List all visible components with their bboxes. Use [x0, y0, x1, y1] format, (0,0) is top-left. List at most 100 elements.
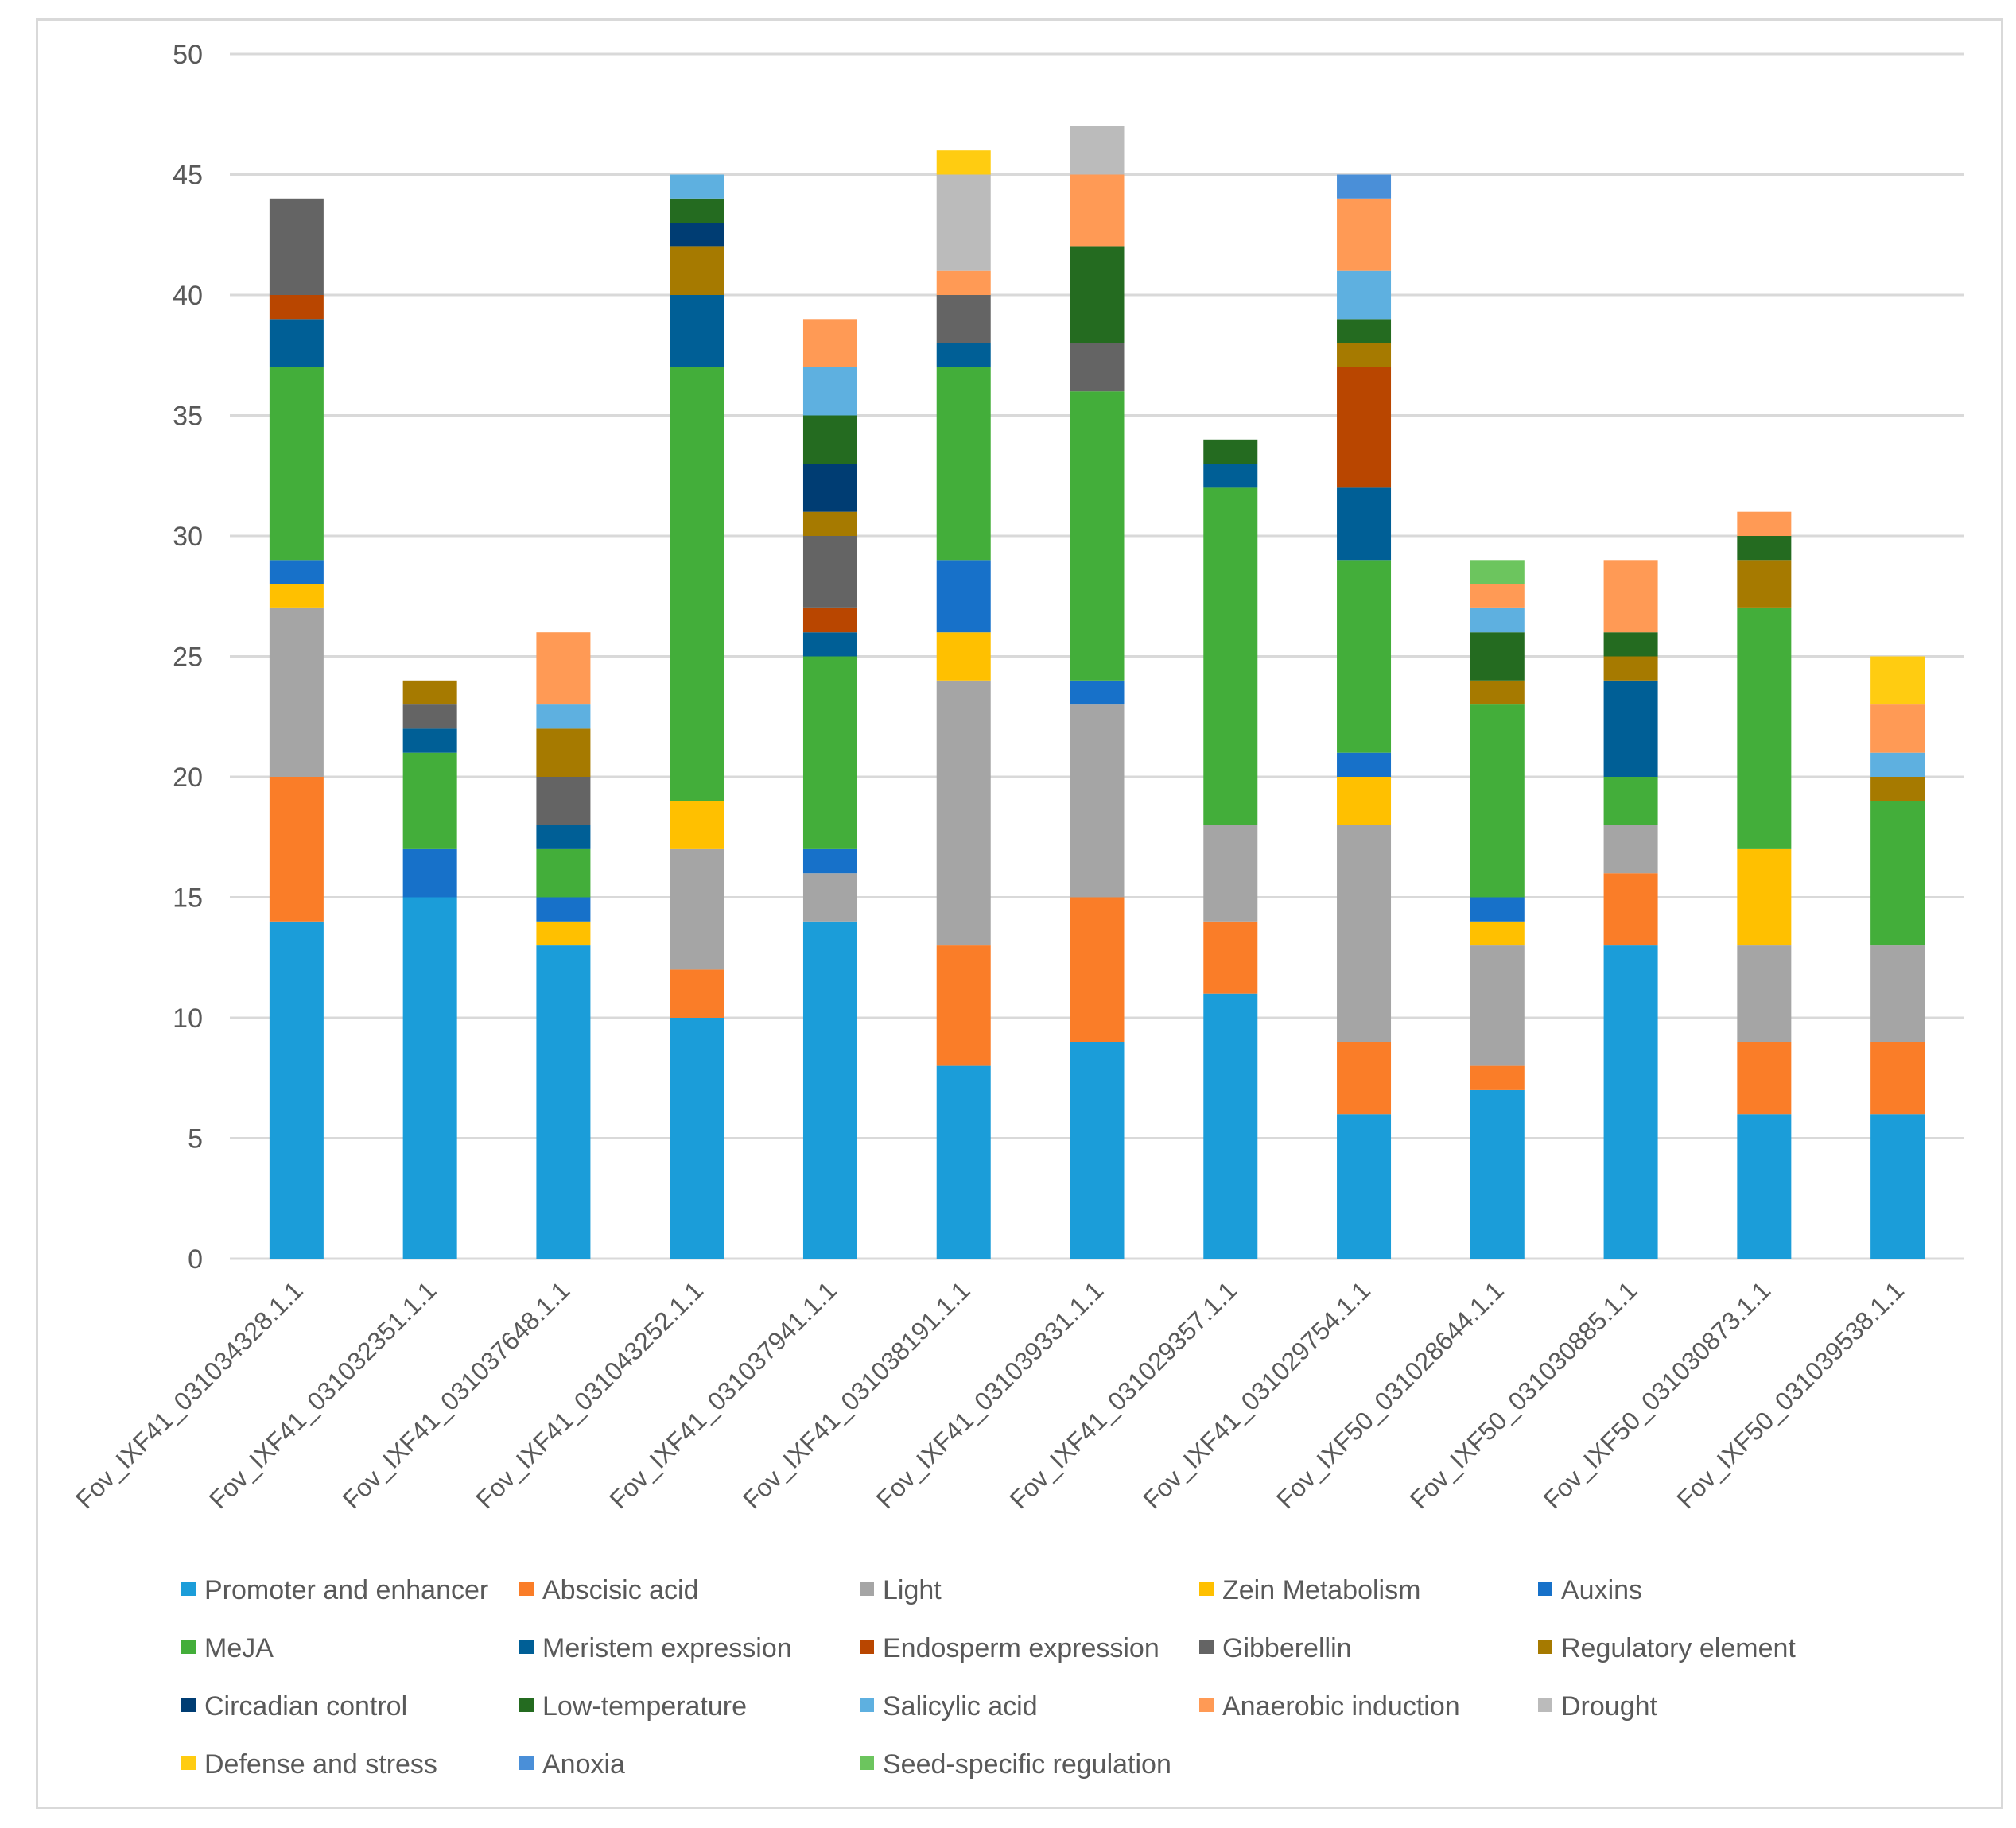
legend-item: Light: [860, 1575, 942, 1605]
bar-segment: [802, 607, 857, 633]
bar-segment: [1603, 945, 1658, 1259]
legend-label: Zein Metabolism: [1222, 1575, 1420, 1605]
bar-segment: [1470, 584, 1525, 608]
y-tick-label: 10: [173, 1003, 203, 1034]
bar-segment: [1203, 921, 1258, 994]
bar-segment: [536, 632, 591, 705]
bar-segment: [1337, 560, 1392, 753]
x-tick-label: Fov_IXF50_031039538.1.1: [1671, 1275, 1909, 1514]
bar-segment: [1737, 536, 1792, 561]
bar-segment: [269, 560, 324, 584]
x-tick-label: Fov_IXF41_031029754.1.1: [1137, 1275, 1376, 1514]
legend-swatch: [1538, 1582, 1552, 1596]
bar-segment: [1070, 704, 1125, 898]
legend-swatch: [519, 1582, 534, 1596]
y-tick-label: 25: [173, 642, 203, 673]
x-tick-label: Fov_IXF41_031043252.1.1: [470, 1275, 709, 1514]
legend-item: Abscisic acid: [519, 1575, 699, 1605]
bar-segment: [269, 584, 324, 608]
bar-segment: [1603, 680, 1658, 777]
bar-segment: [1603, 656, 1658, 681]
bar-segment: [1470, 921, 1525, 946]
legend-item: Circadian control: [181, 1691, 407, 1721]
bar-segment: [402, 752, 457, 849]
bar-segment: [269, 777, 324, 922]
bar-segment: [269, 367, 324, 561]
bar-stack: [1870, 656, 1925, 1259]
bar-segment: [1470, 1065, 1525, 1090]
bar-stack: [1603, 560, 1658, 1259]
bar-segment: [802, 873, 857, 922]
bar-segment: [936, 367, 991, 561]
bar-segment: [670, 969, 724, 1018]
legend-swatch: [860, 1756, 874, 1770]
legend-swatch: [860, 1582, 874, 1596]
bar-segment: [269, 198, 324, 295]
bar-segment: [670, 801, 724, 849]
bar-segment: [936, 343, 991, 367]
bar-segment: [402, 704, 457, 729]
x-tick-label: Fov_IXF50_031028644.1.1: [1271, 1275, 1509, 1514]
legend-label: MeJA: [204, 1633, 274, 1663]
legend-swatch: [1199, 1698, 1214, 1712]
bar-stack: [802, 319, 857, 1259]
bar-segment: [936, 945, 991, 1066]
legend-item: Seed-specific regulation: [860, 1749, 1171, 1779]
bar-segment: [536, 728, 591, 777]
legend-item: Salicylic acid: [860, 1691, 1038, 1721]
bar-segment: [802, 656, 857, 849]
bar-segment: [536, 945, 591, 1259]
legend-item: Anoxia: [519, 1749, 625, 1779]
bar-segment: [1870, 752, 1925, 777]
bar-segment: [1337, 198, 1392, 271]
bar-segment: [1470, 1089, 1525, 1259]
bar-segment: [1737, 511, 1792, 536]
bar-segment: [802, 632, 857, 657]
bar-segment: [1870, 704, 1925, 753]
bar-segment: [1337, 367, 1392, 488]
bar-segment: [1070, 246, 1125, 343]
bar-stack: [1337, 174, 1392, 1259]
bar-segment: [402, 680, 457, 705]
bar-segment: [1203, 439, 1258, 464]
legend-label: Regulatory element: [1561, 1633, 1796, 1663]
legend-item: Zein Metabolism: [1199, 1575, 1420, 1605]
bar-segment: [1070, 126, 1125, 175]
bar-segment: [1870, 945, 1925, 1042]
bar-segment: [936, 680, 991, 946]
bar-segment: [402, 848, 457, 898]
legend-label: Gibberellin: [1222, 1633, 1352, 1663]
bar-segment: [1737, 848, 1792, 946]
bar-segment: [670, 174, 724, 199]
bar-segment: [1470, 680, 1525, 705]
legend-swatch: [519, 1640, 534, 1654]
legend-label: Defense and stress: [204, 1749, 437, 1779]
x-tick-label: Fov_IXF41_031034328.1.1: [70, 1275, 309, 1514]
bar-segment: [1870, 1042, 1925, 1115]
bar-segment: [936, 270, 991, 295]
bar-segment: [670, 246, 724, 295]
bar-segment: [1203, 825, 1258, 922]
legend-item: Drought: [1538, 1691, 1658, 1721]
legend-swatch: [519, 1756, 534, 1770]
bar-segment: [1737, 945, 1792, 1042]
bar-segment: [936, 295, 991, 343]
y-tick-label: 40: [173, 281, 203, 311]
y-tick-label: 20: [173, 763, 203, 793]
bar-segment: [936, 1065, 991, 1259]
bar-segment: [802, 464, 857, 512]
bar-stack: [936, 150, 991, 1259]
bar-stack: [670, 174, 724, 1259]
bar-segment: [670, 198, 724, 223]
legend-swatch: [860, 1640, 874, 1654]
bar-segment: [1070, 1042, 1125, 1259]
bar-stack: [1737, 511, 1792, 1259]
bar-stack: [1470, 560, 1525, 1259]
bar-segment: [269, 921, 324, 1259]
legend-label: Endosperm expression: [883, 1633, 1159, 1663]
bar-segment: [1337, 270, 1392, 320]
bar-segment: [1737, 560, 1792, 608]
bar-segment: [1337, 752, 1392, 777]
legend-label: Anoxia: [542, 1749, 625, 1779]
